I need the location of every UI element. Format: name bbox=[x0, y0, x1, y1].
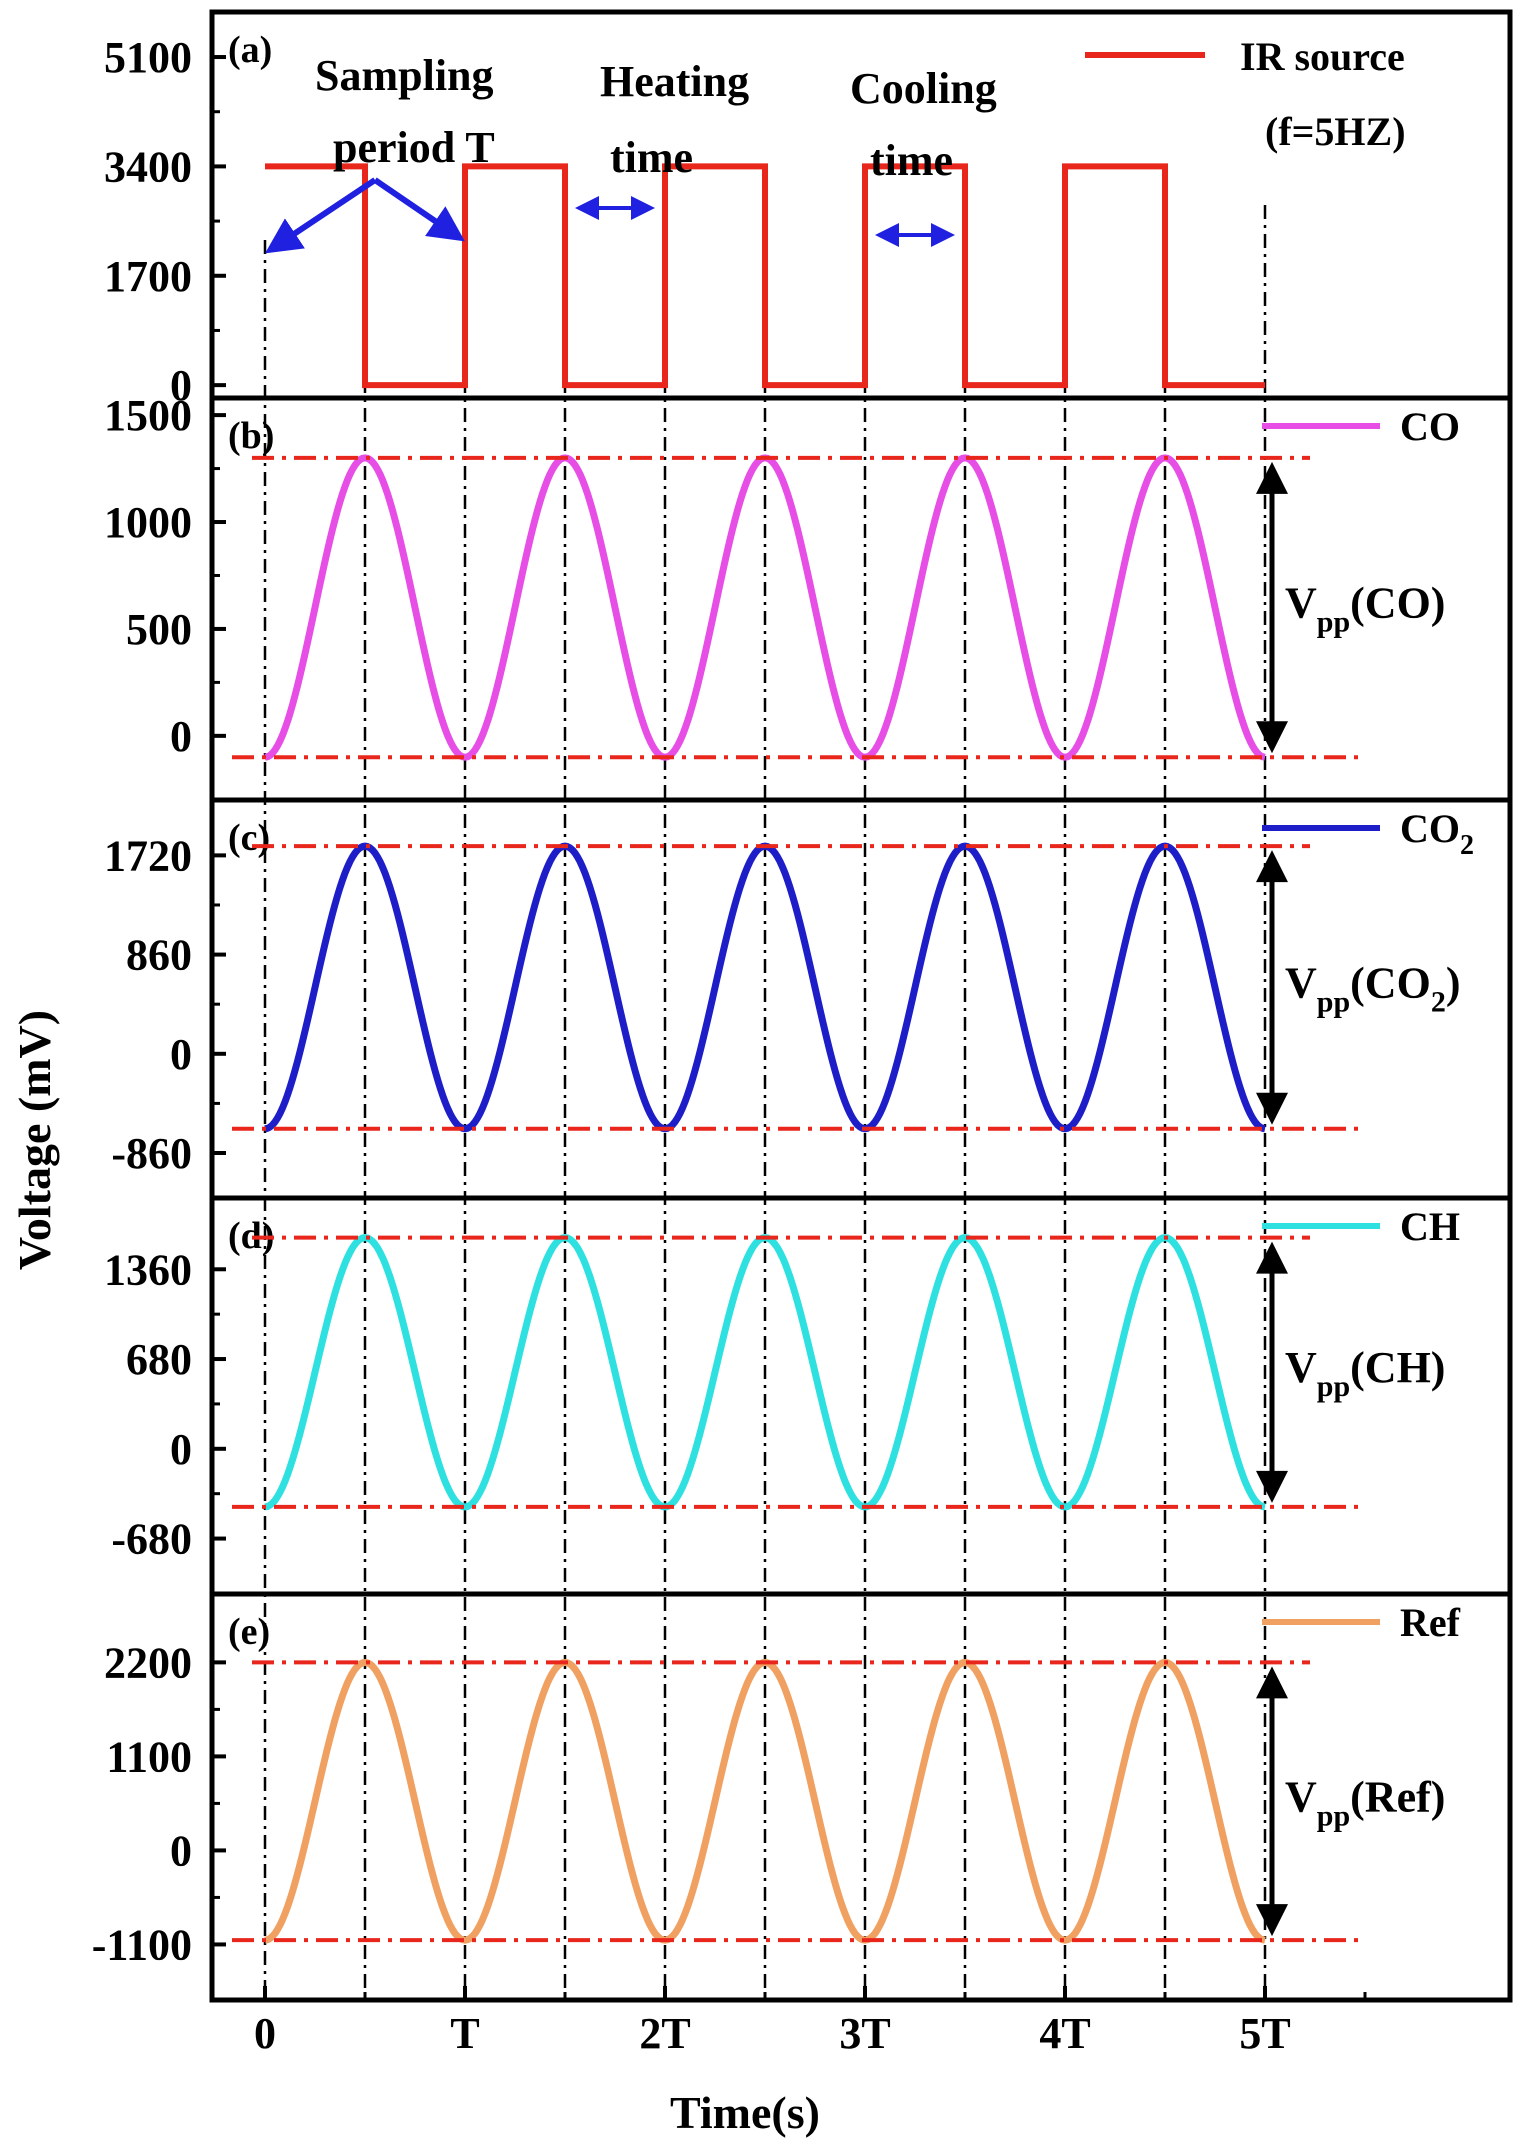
x-tick-label: T bbox=[450, 2009, 479, 2058]
vpp-arrow-head-top bbox=[1256, 1241, 1288, 1274]
vpp-subscript: pp bbox=[1317, 1370, 1350, 1403]
x-axis: 0 T 2T 3T 4T 5T bbox=[254, 1986, 1367, 2058]
vpp-arrow-head-bottom bbox=[1256, 1904, 1288, 1937]
y-tick-label: 3400 bbox=[104, 142, 192, 191]
vpp-label: Vpp(Ref) bbox=[1285, 1772, 1445, 1832]
y-tick-label: 860 bbox=[126, 931, 192, 980]
vpp-subscript: pp bbox=[1317, 1799, 1350, 1832]
vpp-suffix-subscript: 2 bbox=[1431, 985, 1446, 1018]
vpp-arrow-head-bottom bbox=[1256, 721, 1288, 754]
vpp-label: Vpp(CO) bbox=[1285, 579, 1445, 639]
sampling-arrow-left bbox=[265, 177, 377, 254]
annotation-heating: Heating bbox=[600, 57, 749, 106]
legend-ref-label: Ref bbox=[1400, 1600, 1461, 1645]
panels: 0 1700 3400 5100 (a) IR source (f=5HZ) 0 500 1000… bbox=[92, 29, 1474, 1969]
x-tick-label: 2T bbox=[639, 2009, 690, 2058]
vpp-arrow-head-top bbox=[1256, 850, 1288, 883]
panel-label: (a) bbox=[228, 29, 272, 71]
annotation-cooling-time: time bbox=[870, 136, 953, 185]
panel-1: 0 500 1000 1500 (b) Vpp(CO) CO bbox=[104, 391, 1460, 761]
vpp-letter: V bbox=[1285, 1772, 1317, 1821]
cycle-guide-lines bbox=[263, 205, 1267, 2000]
vpp-suffix: (CH) bbox=[1350, 1343, 1445, 1392]
y-axis-title: Voltage (mV) bbox=[9, 1010, 60, 1270]
panel-4: -1100 0 1100 2200 (e) Vpp(Ref) Ref bbox=[92, 1600, 1461, 1969]
legend-ir-frequency: (f=5HZ) bbox=[1265, 109, 1406, 154]
vpp-subscript: pp bbox=[1317, 606, 1350, 639]
x-tick-label: 3T bbox=[839, 2009, 890, 2058]
vpp-suffix: (Ref) bbox=[1350, 1772, 1445, 1821]
panel-frame-4 bbox=[209, 1591, 1513, 2003]
panel-label: (e) bbox=[228, 1611, 270, 1653]
y-tick-label: 1500 bbox=[104, 391, 192, 440]
y-tick-label: 0 bbox=[170, 1030, 192, 1079]
panel-a-annotations: Sampling period T Heating time Cooling t… bbox=[315, 51, 997, 185]
vpp-arrow-head-top bbox=[1256, 461, 1288, 494]
vpp-label: Vpp(CH) bbox=[1285, 1343, 1445, 1403]
ir-source-line bbox=[265, 163, 1265, 389]
vpp-close: ) bbox=[1446, 958, 1461, 1007]
y-tick-label: -680 bbox=[111, 1515, 192, 1564]
legend-ir-label: IR source bbox=[1240, 34, 1405, 79]
y-tick-label: -860 bbox=[111, 1129, 192, 1178]
panel-frame-3 bbox=[209, 1195, 1513, 1597]
y-tick-label: 1000 bbox=[104, 498, 192, 547]
annotation-period-t: period T bbox=[333, 123, 495, 172]
y-tick-label: 1720 bbox=[104, 831, 192, 880]
y-tick-label: 500 bbox=[126, 605, 192, 654]
panel-0: 0 1700 3400 5100 (a) IR source (f=5HZ) bbox=[104, 29, 1406, 410]
x-tick-label: 4T bbox=[1039, 2009, 1090, 2058]
panel-frames bbox=[209, 9, 1513, 2003]
y-tick-label: 0 bbox=[170, 1425, 192, 1474]
vpp-letter: V bbox=[1285, 958, 1317, 1007]
legend-ch-label: CH bbox=[1400, 1204, 1460, 1249]
legend-co2-label: CO2 bbox=[1400, 806, 1474, 861]
panel-2: -860 0 860 1720 (c) Vpp(CO2) CO2 bbox=[104, 806, 1474, 1178]
y-tick-label: 5100 bbox=[104, 33, 192, 82]
vpp-subscript: pp bbox=[1317, 985, 1350, 1018]
y-tick-label: 0 bbox=[170, 1826, 192, 1875]
y-tick-label: 0 bbox=[170, 361, 192, 410]
vpp-arrow-head-bottom bbox=[1256, 1470, 1288, 1503]
vpp-arrow-head-top bbox=[1256, 1666, 1288, 1699]
y-tick-label: 1700 bbox=[104, 252, 192, 301]
annotation-heating-time: time bbox=[610, 133, 693, 182]
x-tick-label: 5T bbox=[1239, 2009, 1290, 2058]
y-tick-label: 1100 bbox=[106, 1732, 192, 1781]
y-tick-label: 1360 bbox=[104, 1245, 192, 1294]
vpp-suffix: (CO) bbox=[1350, 579, 1445, 628]
y-tick-label: 0 bbox=[170, 712, 192, 761]
sampling-arrow-right bbox=[373, 177, 465, 242]
vpp-letter: V bbox=[1285, 1343, 1317, 1392]
legend-co-label: CO bbox=[1400, 404, 1460, 449]
y-tick-label: -1100 bbox=[92, 1920, 192, 1969]
x-tick-label: 0 bbox=[254, 2009, 276, 2058]
x-axis-title: Time(s) bbox=[670, 2087, 820, 2138]
vpp-label: Vpp(CO2) bbox=[1285, 958, 1460, 1018]
vpp-arrow-head-bottom bbox=[1256, 1092, 1288, 1125]
annotation-sampling: Sampling bbox=[315, 51, 494, 100]
vpp-letter: V bbox=[1285, 579, 1317, 628]
y-tick-label: 2200 bbox=[104, 1638, 192, 1687]
panel-label: (b) bbox=[228, 415, 274, 457]
panel-label: (c) bbox=[228, 817, 270, 859]
y-tick-label: 680 bbox=[126, 1335, 192, 1384]
annotation-cooling: Cooling bbox=[850, 64, 997, 113]
vpp-suffix: (CO bbox=[1350, 958, 1431, 1007]
